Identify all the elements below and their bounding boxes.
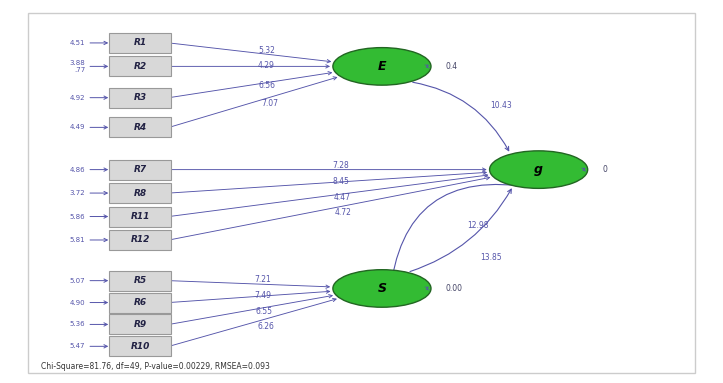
FancyBboxPatch shape bbox=[109, 336, 171, 356]
FancyBboxPatch shape bbox=[109, 33, 171, 53]
Text: 6.56: 6.56 bbox=[259, 81, 276, 90]
Text: g: g bbox=[534, 163, 543, 176]
Text: 6.55: 6.55 bbox=[256, 307, 273, 316]
Text: 4.49: 4.49 bbox=[69, 124, 85, 130]
Text: S: S bbox=[377, 282, 386, 295]
Text: 5.47: 5.47 bbox=[69, 343, 85, 349]
FancyBboxPatch shape bbox=[109, 160, 171, 180]
Text: 4.47: 4.47 bbox=[333, 193, 351, 201]
Text: 7.28: 7.28 bbox=[333, 161, 349, 170]
FancyBboxPatch shape bbox=[109, 314, 171, 334]
Text: 12.98: 12.98 bbox=[467, 221, 489, 231]
FancyBboxPatch shape bbox=[109, 183, 171, 203]
Ellipse shape bbox=[489, 151, 588, 188]
Ellipse shape bbox=[333, 270, 431, 307]
Text: 8.45: 8.45 bbox=[333, 177, 350, 185]
Text: R12: R12 bbox=[130, 236, 150, 244]
Text: 4.51: 4.51 bbox=[69, 40, 85, 46]
Text: 4.92: 4.92 bbox=[69, 95, 85, 101]
Text: 7.49: 7.49 bbox=[254, 291, 272, 300]
Text: 0.00: 0.00 bbox=[446, 284, 463, 293]
Text: 3.88: 3.88 bbox=[69, 60, 85, 65]
Text: 5.81: 5.81 bbox=[69, 237, 85, 243]
Text: 7.21: 7.21 bbox=[254, 275, 271, 284]
FancyBboxPatch shape bbox=[27, 13, 696, 373]
Text: R10: R10 bbox=[130, 342, 150, 351]
Text: R6: R6 bbox=[134, 298, 147, 307]
Ellipse shape bbox=[333, 47, 431, 85]
Text: Chi-Square=81.76, df=49, P-value=0.00229, RMSEA=0.093: Chi-Square=81.76, df=49, P-value=0.00229… bbox=[41, 362, 270, 372]
Text: R8: R8 bbox=[134, 188, 147, 198]
Text: R3: R3 bbox=[134, 93, 147, 102]
Text: E: E bbox=[377, 60, 386, 73]
Text: 0.4: 0.4 bbox=[446, 62, 458, 71]
Text: 6.26: 6.26 bbox=[258, 322, 275, 331]
Text: 4.90: 4.90 bbox=[69, 300, 85, 306]
Text: R11: R11 bbox=[130, 212, 150, 221]
Text: .77: .77 bbox=[74, 67, 85, 73]
Text: R9: R9 bbox=[134, 320, 147, 329]
FancyBboxPatch shape bbox=[109, 293, 171, 313]
Text: R7: R7 bbox=[134, 165, 147, 174]
Text: 3.72: 3.72 bbox=[69, 190, 85, 196]
Text: 5.32: 5.32 bbox=[258, 46, 275, 56]
FancyBboxPatch shape bbox=[109, 230, 171, 250]
Text: R4: R4 bbox=[134, 123, 147, 132]
Text: 5.36: 5.36 bbox=[69, 321, 85, 327]
Text: 0: 0 bbox=[603, 165, 607, 174]
Text: 13.85: 13.85 bbox=[480, 253, 502, 262]
Text: 4.86: 4.86 bbox=[69, 167, 85, 173]
Text: 4.29: 4.29 bbox=[258, 61, 275, 70]
Text: R2: R2 bbox=[134, 62, 147, 71]
Text: 4.72: 4.72 bbox=[335, 208, 351, 217]
Text: R5: R5 bbox=[134, 276, 147, 285]
FancyBboxPatch shape bbox=[109, 271, 171, 291]
Text: 5.07: 5.07 bbox=[69, 278, 85, 284]
Text: 10.43: 10.43 bbox=[490, 101, 512, 110]
Text: R1: R1 bbox=[134, 38, 147, 47]
FancyBboxPatch shape bbox=[109, 56, 171, 76]
Text: 5.86: 5.86 bbox=[69, 214, 85, 219]
FancyBboxPatch shape bbox=[109, 206, 171, 226]
FancyBboxPatch shape bbox=[109, 117, 171, 137]
FancyBboxPatch shape bbox=[109, 88, 171, 108]
Text: 7.07: 7.07 bbox=[262, 99, 278, 108]
